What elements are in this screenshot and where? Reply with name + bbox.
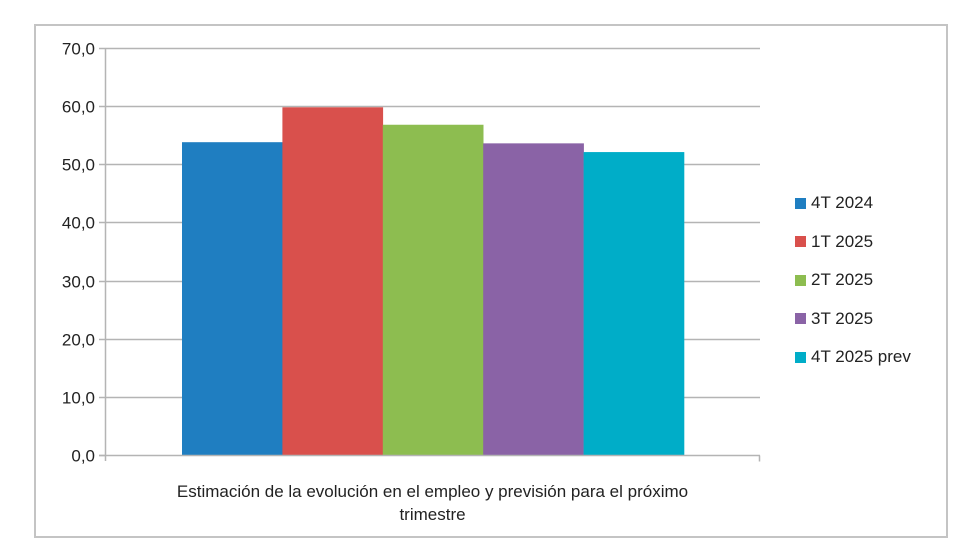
legend-swatch-icon <box>795 313 806 325</box>
legend-label: 3T 2025 <box>811 308 874 328</box>
legend-label: 4T 2024 <box>811 193 874 212</box>
legend-label: 2T 2025 <box>811 270 874 290</box>
y-tick-label: 0,0 <box>71 447 95 466</box>
legend: 4T 2024 1T 2025 2T 2025 3T 2025 4T 2025 … <box>795 193 945 386</box>
y-tick-label: 60,0 <box>62 98 95 117</box>
y-tick-label: 20,0 <box>62 331 95 350</box>
y-tick-label: 10,0 <box>62 389 95 408</box>
y-tick-label: 40,0 <box>62 214 95 233</box>
legend-swatch-icon <box>795 236 806 248</box>
y-tick-label: 70,0 <box>62 40 95 59</box>
bar-1t-2025 <box>282 107 384 455</box>
bars <box>182 107 685 456</box>
legend-item-4t-2025-prev: 4T 2025 prev <box>795 347 945 367</box>
legend-item-4t-2024: 4T 2024 <box>795 193 945 213</box>
legend-swatch-icon <box>795 197 806 209</box>
axes <box>99 47 761 462</box>
legend-item-1t-2025: 1T 2025 <box>795 232 945 252</box>
legend-item-3t-2025: 3T 2025 <box>795 309 945 329</box>
y-axis-tick-labels: 0,0 10,0 20,0 30,0 40,0 50,0 60,0 70,0 <box>62 40 95 466</box>
legend-item-2t-2025: 2T 2025 <box>795 270 945 290</box>
bar-4t-2025-prev <box>583 152 685 455</box>
bar-3t-2025 <box>483 143 584 455</box>
bar-2t-2025 <box>382 124 484 456</box>
bar-4t-2024 <box>182 142 283 456</box>
x-axis-category-label: Estimación de la evolución en el empleo … <box>105 480 760 526</box>
y-tick-label: 50,0 <box>62 156 95 175</box>
legend-label: 4T 2025 prev <box>811 347 911 367</box>
legend-label: 1T 2025 <box>811 231 874 251</box>
category-label-line-1: Estimación de la evolución en el empleo … <box>176 482 689 501</box>
category-label-line-2: trimestre <box>399 505 466 524</box>
legend-swatch-icon <box>795 351 806 363</box>
y-tick-label: 30,0 <box>62 273 95 292</box>
legend-swatch-icon <box>795 274 806 286</box>
